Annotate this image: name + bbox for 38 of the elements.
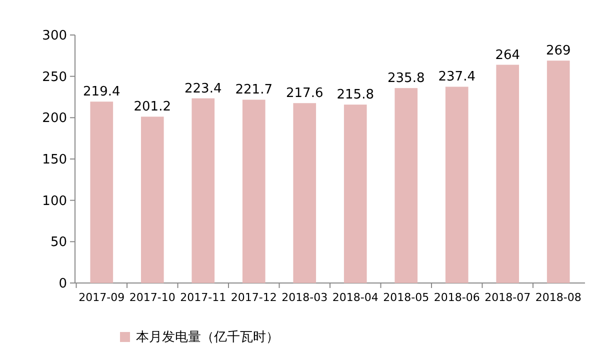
bar: [140, 116, 164, 283]
bar: [192, 98, 215, 283]
bar: [445, 86, 468, 283]
bar: [344, 104, 367, 283]
bar: [394, 88, 418, 283]
bar: [90, 102, 114, 283]
x-tick-label: 2018-04: [332, 291, 378, 304]
y-tick-label: 50: [50, 235, 67, 250]
data-label: 219.4: [83, 84, 120, 100]
data-label: 221.7: [235, 82, 272, 98]
data-label: 201.2: [134, 100, 171, 115]
data-label: 235.8: [388, 71, 425, 86]
bar: [293, 103, 316, 283]
x-tick-label: 2018-03: [282, 291, 328, 304]
data-label: 264: [495, 48, 520, 63]
data-label: 269: [546, 44, 571, 59]
y-tick-label: 0: [58, 276, 67, 292]
data-label: 217.6: [286, 86, 324, 102]
x-tick-label: 2017-09: [78, 291, 125, 304]
y-tick-label: 200: [42, 111, 67, 126]
data-label: 237.4: [438, 70, 476, 85]
y-tick-label: 250: [42, 70, 67, 85]
x-tick-label: 2017-12: [230, 291, 277, 304]
data-label: 223.4: [184, 81, 222, 96]
data-label: 215.8: [336, 88, 374, 103]
x-tick-label: 2018-07: [484, 291, 531, 304]
x-tick-label: 2018-08: [535, 291, 582, 304]
legend-label: 本月发电量（亿千瓦时）: [136, 330, 279, 345]
bar: [242, 100, 266, 283]
bar: [546, 60, 570, 283]
x-tick-label: 2017-11: [180, 291, 226, 304]
y-tick-label: 100: [42, 194, 67, 209]
bar: [496, 64, 520, 283]
x-tick-label: 2017-10: [129, 291, 176, 304]
y-tick-label: 150: [42, 152, 67, 168]
x-tick-label: 2018-05: [383, 291, 430, 304]
x-tick-label: 2018-06: [434, 291, 480, 304]
y-tick-label: 300: [42, 28, 67, 44]
